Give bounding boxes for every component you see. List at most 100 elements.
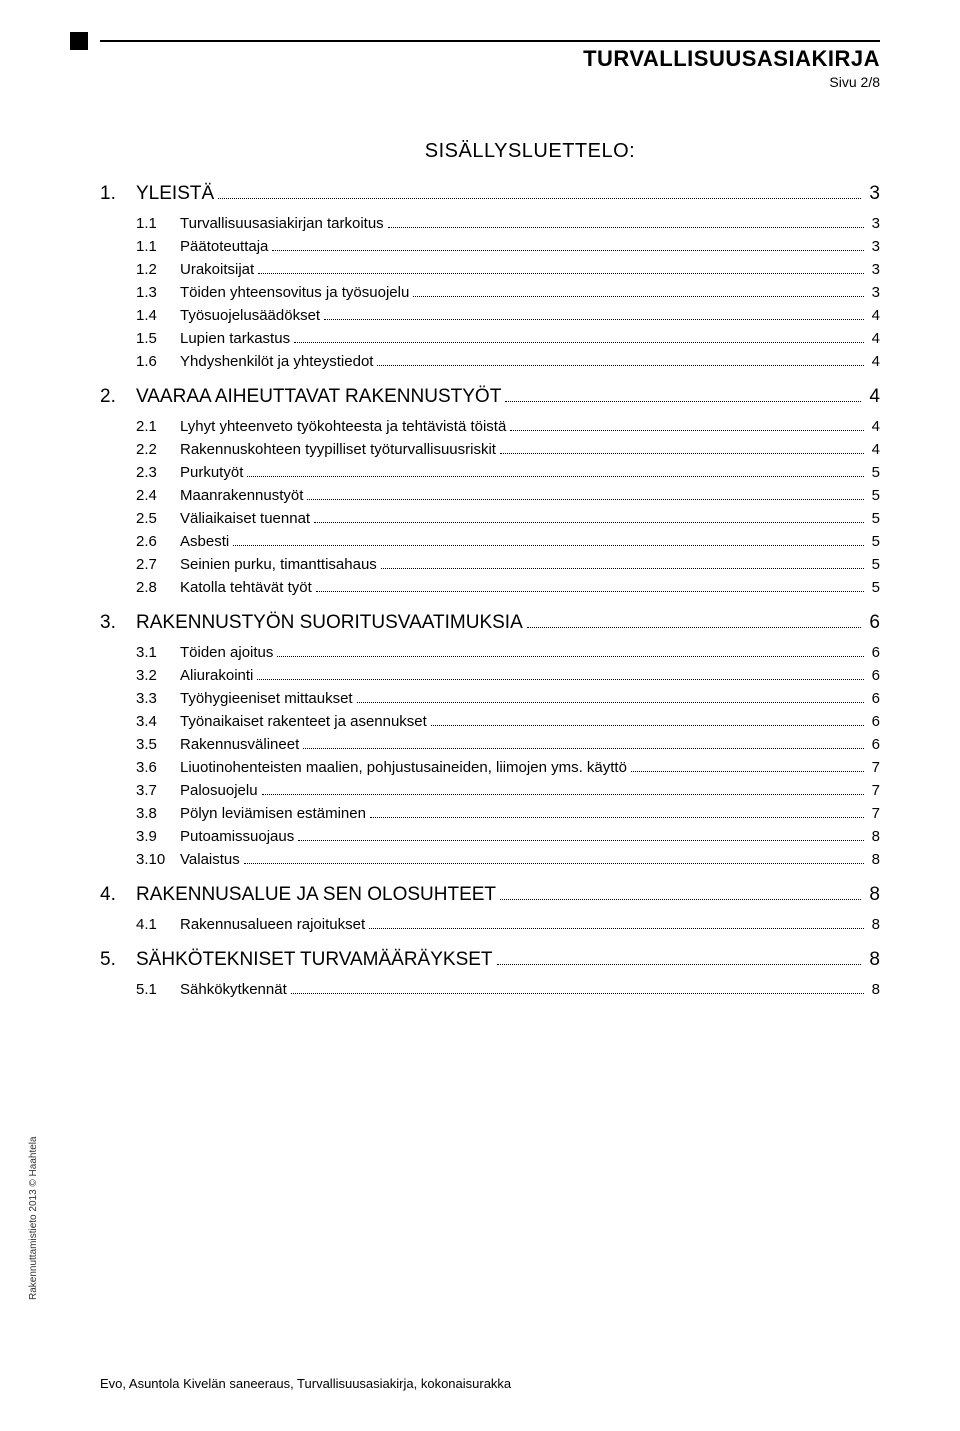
- toc-label: Turvallisuusasiakirjan tarkoitus: [180, 215, 384, 232]
- header-page-number: Sivu 2/8: [100, 74, 880, 90]
- toc-page: 8: [868, 828, 880, 845]
- toc-label: Liuotinohenteisten maalien, pohjustusain…: [180, 759, 627, 776]
- toc-number: 2.: [100, 386, 136, 408]
- toc-page: 6: [868, 713, 880, 730]
- toc-label: Rakennuskohteen tyypilliset työturvallis…: [180, 441, 496, 458]
- toc-number: 4.: [100, 884, 136, 906]
- toc-leader: [316, 580, 864, 592]
- toc-row: 2.3Purkutyöt5: [136, 464, 880, 481]
- toc-leader: [369, 917, 864, 929]
- toc-label: Aliurakointi: [180, 667, 253, 684]
- toc-number: 3.4: [136, 713, 180, 730]
- toc-row: 3.8Pölyn leviämisen estäminen7: [136, 805, 880, 822]
- toc-row: 2.6Asbesti5: [136, 533, 880, 550]
- toc-row: 2.VAARAA AIHEUTTAVAT RAKENNUSTYÖT4: [100, 386, 880, 408]
- toc-page: 6: [868, 644, 880, 661]
- toc-number: 4.1: [136, 916, 180, 933]
- toc-number: 1.1: [136, 238, 180, 255]
- toc-row: 3.10Valaistus8: [136, 851, 880, 868]
- toc-label: Päätoteuttaja: [180, 238, 268, 255]
- toc-page: 4: [868, 418, 880, 435]
- toc-number: 3.: [100, 612, 136, 634]
- toc-leader: [291, 982, 864, 994]
- toc-number: 3.8: [136, 805, 180, 822]
- toc-leader: [294, 331, 864, 343]
- toc-page: 8: [868, 981, 880, 998]
- toc-number: 1.5: [136, 330, 180, 347]
- toc-leader: [314, 511, 864, 523]
- toc-label: RAKENNUSALUE JA SEN OLOSUHTEET: [136, 884, 496, 906]
- toc-leader: [303, 737, 863, 749]
- toc-label: Maanrakennustyöt: [180, 487, 303, 504]
- toc-label: RAKENNUSTYÖN SUORITUSVAATIMUKSIA: [136, 612, 523, 634]
- toc-page: 6: [865, 612, 880, 634]
- toc-row: 3.RAKENNUSTYÖN SUORITUSVAATIMUKSIA 6: [100, 612, 880, 634]
- toc-label: Purkutyöt: [180, 464, 243, 481]
- toc-leader: [272, 239, 863, 251]
- toc-label: Töiden ajoitus: [180, 644, 273, 661]
- toc-page: 5: [868, 533, 880, 550]
- toc-row: 1.4Työsuojelusäädökset 4: [136, 307, 880, 324]
- toc-number: 3.3: [136, 690, 180, 707]
- toc-row: 3.5Rakennusvälineet6: [136, 736, 880, 753]
- toc-number: 1.4: [136, 307, 180, 324]
- toc-page: 4: [868, 353, 880, 370]
- toc-row: 1.YLEISTÄ3: [100, 183, 880, 205]
- header-square-icon: [70, 32, 88, 50]
- toc-leader: [527, 613, 862, 628]
- toc-number: 1.1: [136, 215, 180, 232]
- header-title: TURVALLISUUSASIAKIRJA: [100, 46, 880, 72]
- toc-number: 1.6: [136, 353, 180, 370]
- toc-page: 3: [868, 238, 880, 255]
- toc-page: 4: [868, 330, 880, 347]
- toc-row: 5.1Sähkökytkennät8: [136, 981, 880, 998]
- toc-leader: [497, 950, 862, 965]
- toc-leader: [377, 354, 863, 366]
- header-rule: [100, 40, 880, 42]
- toc-row: 2.4Maanrakennustyöt5: [136, 487, 880, 504]
- toc-leader: [233, 534, 863, 546]
- toc-leader: [510, 419, 863, 431]
- toc-page: 6: [868, 667, 880, 684]
- toc-label: Seinien purku, timanttisahaus: [180, 556, 377, 573]
- toc-row: 1.5Lupien tarkastus4: [136, 330, 880, 347]
- toc-number: 2.2: [136, 441, 180, 458]
- toc-leader: [244, 852, 864, 864]
- toc-leader: [277, 645, 863, 657]
- toc-page: 8: [865, 884, 880, 906]
- toc-page: 7: [868, 759, 880, 776]
- toc-label: Työsuojelusäädökset: [180, 307, 320, 324]
- toc-page: 4: [865, 386, 880, 408]
- page: TURVALLISUUSASIAKIRJA Sivu 2/8 SISÄLLYSL…: [0, 0, 960, 1431]
- toc-page: 3: [865, 183, 880, 205]
- toc-number: 3.9: [136, 828, 180, 845]
- toc-leader: [247, 465, 863, 477]
- toc-page: 8: [868, 916, 880, 933]
- toc-page: 5: [868, 487, 880, 504]
- toc-row: 3.1Töiden ajoitus6: [136, 644, 880, 661]
- toc-page: 6: [868, 690, 880, 707]
- toc-number: 5.1: [136, 981, 180, 998]
- toc-page: 8: [868, 851, 880, 868]
- toc-row: 2.5Väliaikaiset tuennat5: [136, 510, 880, 527]
- toc-page: 5: [868, 579, 880, 596]
- toc-row: 1.1Turvallisuusasiakirjan tarkoitus 3: [136, 215, 880, 232]
- toc-row: 2.2Rakennuskohteen tyypilliset työturval…: [136, 441, 880, 458]
- toc-page: 6: [868, 736, 880, 753]
- toc-leader: [218, 184, 861, 199]
- toc-row: 1.6Yhdyshenkilöt ja yhteystiedot4: [136, 353, 880, 370]
- toc-number: 2.5: [136, 510, 180, 527]
- toc-row: 3.3Työhygieeniset mittaukset6: [136, 690, 880, 707]
- toc-number: 2.7: [136, 556, 180, 573]
- toc-page: 4: [868, 307, 880, 324]
- footer-text: Evo, Asuntola Kivelän saneeraus, Turvall…: [100, 1376, 511, 1391]
- toc-leader: [388, 216, 864, 228]
- toc-number: 2.1: [136, 418, 180, 435]
- toc-row: 3.6Liuotinohenteisten maalien, pohjustus…: [136, 759, 880, 776]
- toc-label: Urakoitsijat: [180, 261, 254, 278]
- toc-page: 5: [868, 556, 880, 573]
- toc-page: 7: [868, 805, 880, 822]
- toc-leader: [500, 442, 864, 454]
- toc-page: 3: [868, 215, 880, 232]
- toc-number: 3.2: [136, 667, 180, 684]
